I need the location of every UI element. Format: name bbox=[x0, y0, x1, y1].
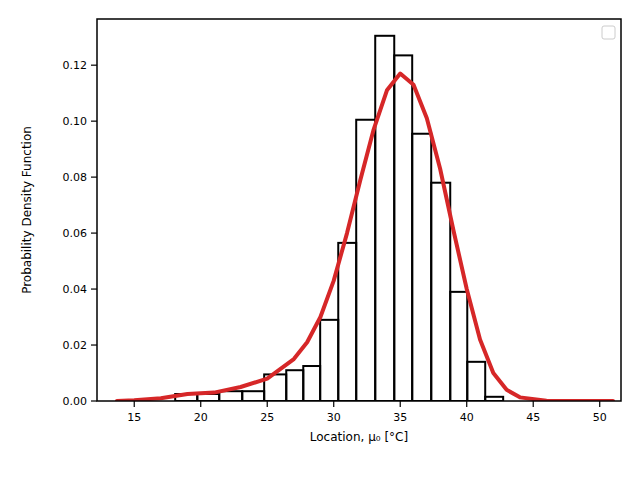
y-tick bbox=[91, 344, 97, 345]
hist-bar bbox=[286, 370, 303, 401]
y-tick bbox=[91, 232, 97, 233]
y-axis-label: Probability Density Function bbox=[20, 126, 34, 294]
y-tick-label: 0.06 bbox=[63, 227, 88, 240]
x-tick-label: 40 bbox=[460, 411, 474, 424]
x-axis-label: Location, μ₀ [°C] bbox=[310, 430, 408, 444]
hist-bar bbox=[320, 320, 338, 401]
y-tick-label: 0.12 bbox=[63, 59, 88, 72]
x-tick-label: 20 bbox=[194, 411, 208, 424]
hist-bar bbox=[467, 362, 485, 401]
y-tick-label: 0.00 bbox=[63, 395, 88, 408]
x-tick bbox=[400, 401, 401, 407]
x-tick bbox=[267, 401, 268, 407]
chart: 15 20 25 30 35 40 45 50 0.00 0.02 0.04 0.06 0.08 0.10… bbox=[0, 0, 640, 480]
x-tick-label: 35 bbox=[393, 411, 407, 424]
x-tick-label: 25 bbox=[260, 411, 274, 424]
hist-bar bbox=[412, 134, 431, 401]
frame bbox=[97, 19, 621, 401]
y-tick bbox=[91, 400, 97, 401]
x-tick bbox=[200, 401, 201, 407]
y-tick-label: 0.02 bbox=[63, 339, 88, 352]
hist-bar bbox=[375, 36, 394, 401]
x-tick-label: 30 bbox=[327, 411, 341, 424]
x-tick bbox=[466, 401, 467, 407]
x-tick-label: 50 bbox=[593, 411, 607, 424]
x-tick-label: 15 bbox=[127, 411, 141, 424]
legend bbox=[602, 26, 615, 39]
x-tick bbox=[333, 401, 334, 407]
y-tick bbox=[91, 177, 97, 178]
hist-bar bbox=[242, 391, 264, 401]
hist-bar bbox=[431, 183, 450, 401]
y-tick bbox=[91, 121, 97, 122]
y-tick-label: 0.08 bbox=[63, 171, 88, 184]
plot-area bbox=[117, 36, 613, 401]
x-tick bbox=[599, 401, 600, 407]
hist-bar bbox=[303, 366, 320, 401]
y-tick bbox=[91, 288, 97, 289]
x-tick bbox=[134, 401, 135, 407]
y-tick-label: 0.10 bbox=[63, 115, 88, 128]
y-tick-label: 0.04 bbox=[63, 283, 88, 296]
y-tick bbox=[91, 65, 97, 66]
x-tick bbox=[533, 401, 534, 407]
hist-bar bbox=[394, 55, 412, 401]
x-tick-label: 45 bbox=[526, 411, 540, 424]
hist-bar bbox=[338, 243, 356, 401]
density-curve bbox=[117, 74, 613, 401]
hist-bar bbox=[450, 292, 467, 401]
